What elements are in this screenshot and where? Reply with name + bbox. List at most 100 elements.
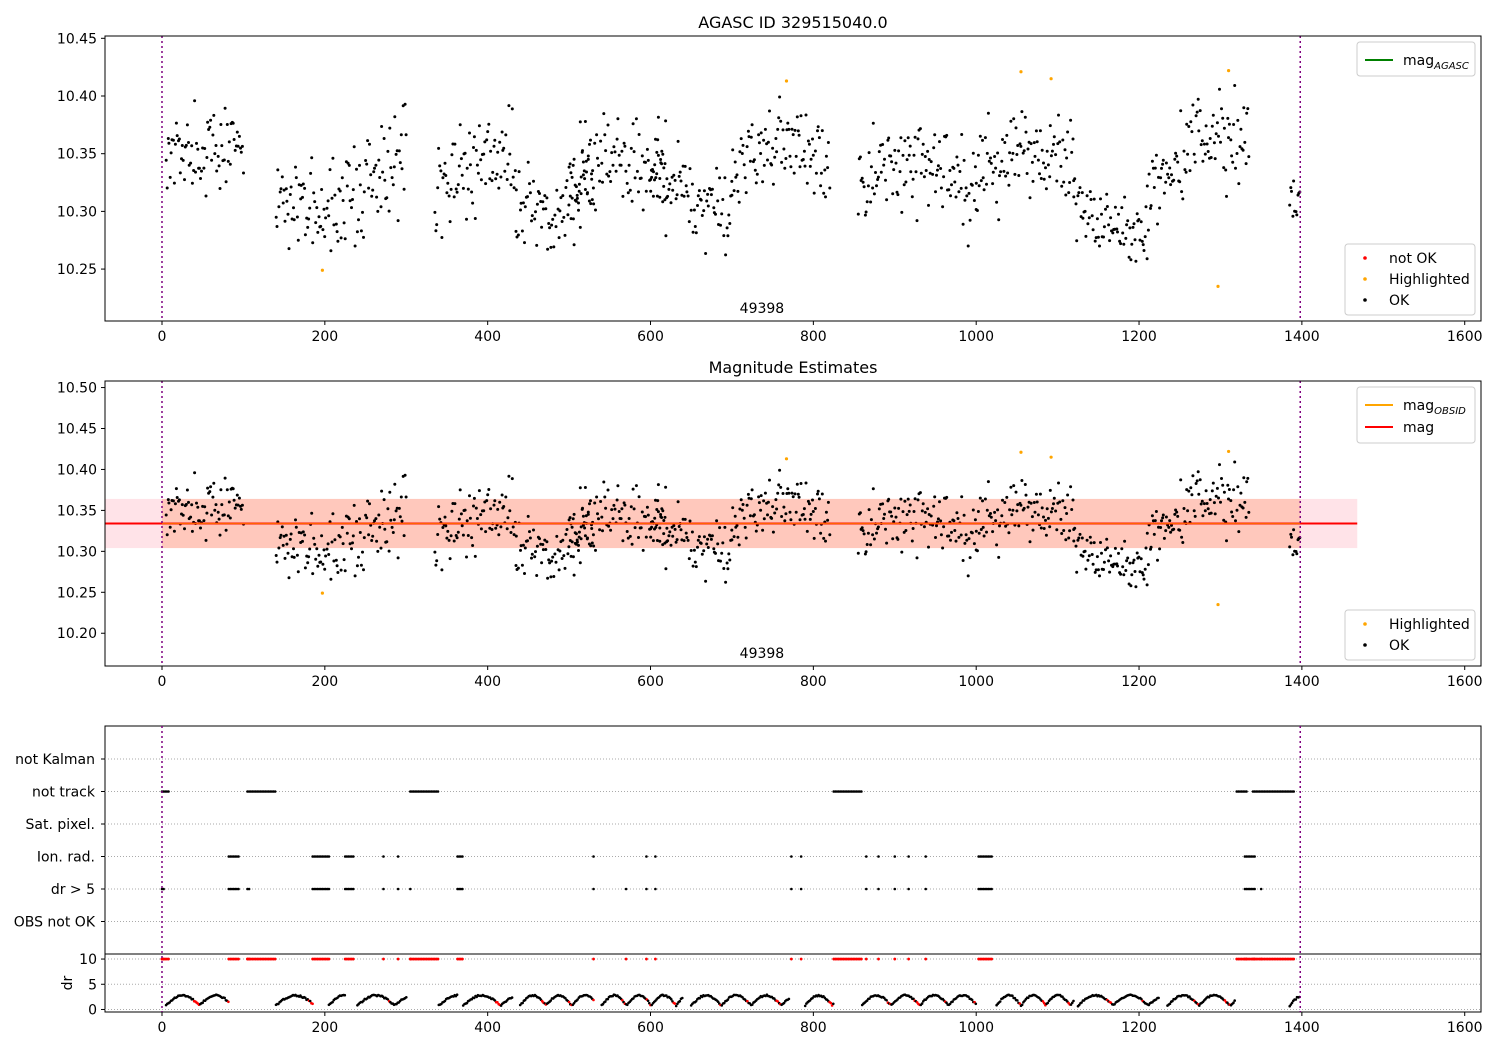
ok-point — [1098, 244, 1101, 248]
ok-point — [1035, 500, 1039, 504]
ok-point — [1140, 571, 1144, 575]
ok-point — [487, 488, 491, 491]
ok-point — [759, 508, 763, 512]
ok-point — [1012, 484, 1016, 488]
dr-point — [674, 1004, 678, 1008]
ok-point — [372, 170, 376, 174]
ok-point — [893, 148, 897, 152]
ok-point — [670, 175, 674, 179]
ok-point — [294, 525, 298, 529]
ok-point — [967, 191, 971, 195]
ok-point — [507, 474, 511, 478]
ok-point — [1294, 210, 1298, 214]
ok-point — [1138, 238, 1142, 242]
ok-point — [981, 499, 984, 503]
ok-point — [877, 150, 881, 154]
ok-point — [975, 549, 979, 553]
ok-point — [292, 547, 295, 551]
ok-point — [274, 554, 278, 557]
ok-point — [625, 530, 629, 533]
ok-point — [559, 196, 563, 200]
ok-point — [168, 525, 172, 529]
ok-point — [1069, 118, 1073, 122]
ok-point — [895, 190, 899, 194]
ok-point — [1078, 186, 1082, 190]
ok-point — [1209, 511, 1213, 515]
ok-point — [699, 541, 703, 545]
ok-point — [362, 235, 365, 239]
ok-point — [766, 513, 769, 517]
ok-point — [637, 536, 640, 539]
ok-point — [935, 524, 938, 528]
ok-point — [379, 205, 383, 209]
ok-point — [1085, 194, 1089, 198]
ok-point — [656, 115, 660, 119]
ok-point — [1198, 478, 1202, 482]
ok-point — [1191, 103, 1195, 107]
ok-point — [737, 200, 741, 204]
ok-point — [458, 123, 462, 127]
ok-point — [1205, 502, 1209, 505]
ok-point — [653, 178, 656, 182]
ok-point — [399, 133, 403, 137]
ok-point — [1242, 476, 1246, 480]
ok-point — [1095, 555, 1099, 559]
dr-point-not-ok — [654, 957, 657, 961]
ok-point — [875, 184, 878, 188]
ok-point — [309, 171, 313, 175]
ok-point — [295, 215, 299, 219]
ok-point — [523, 241, 526, 245]
ok-point — [1150, 159, 1154, 163]
ok-point — [488, 526, 492, 530]
ok-point — [1179, 478, 1183, 482]
ok-point — [315, 547, 319, 551]
ok-point — [452, 195, 456, 199]
ok-point — [611, 163, 615, 167]
ok-point — [736, 189, 740, 193]
ok-point — [1073, 526, 1077, 530]
ok-point — [448, 557, 452, 561]
ok-point — [956, 163, 960, 167]
dr-point-not-ok — [645, 957, 648, 961]
flag-point — [893, 887, 897, 891]
ok-point — [435, 559, 439, 563]
ok-point — [736, 535, 740, 539]
ok-point — [912, 510, 916, 513]
ok-point — [1024, 130, 1028, 134]
ok-point — [761, 528, 765, 532]
ok-point — [1131, 225, 1135, 229]
ok-point — [1117, 551, 1120, 555]
ok-point — [1243, 140, 1247, 144]
ok-point — [624, 169, 628, 173]
ok-point — [1217, 134, 1220, 138]
dr-point-not-ok — [859, 957, 863, 961]
ok-point — [287, 576, 291, 580]
ok-point — [1010, 513, 1014, 517]
ok-point — [312, 191, 316, 195]
ok-point — [231, 487, 235, 491]
ok-point — [1158, 547, 1162, 551]
ok-point — [966, 574, 970, 578]
ok-point — [1153, 519, 1157, 523]
dr-point-not-ok — [567, 1000, 571, 1004]
dr-point-not-ok — [167, 957, 170, 961]
ok-point — [1031, 179, 1035, 183]
ok-point — [884, 178, 887, 182]
ok-point — [448, 220, 452, 224]
ok-point — [623, 144, 627, 148]
ok-point — [1154, 153, 1158, 157]
ok-point — [976, 510, 980, 513]
ok-point — [610, 508, 614, 512]
dr-point-not-ok — [1018, 1002, 1022, 1005]
ok-point — [310, 156, 314, 160]
ok-point — [440, 236, 444, 239]
ok-point — [927, 545, 930, 549]
ok-point — [369, 523, 373, 527]
ok-point — [778, 95, 782, 99]
dr-point-not-ok — [592, 998, 595, 1002]
ok-point — [461, 533, 465, 537]
ok-point — [567, 203, 571, 207]
ok-point — [168, 175, 172, 179]
ok-point — [1105, 192, 1109, 196]
ok-point — [955, 155, 959, 159]
